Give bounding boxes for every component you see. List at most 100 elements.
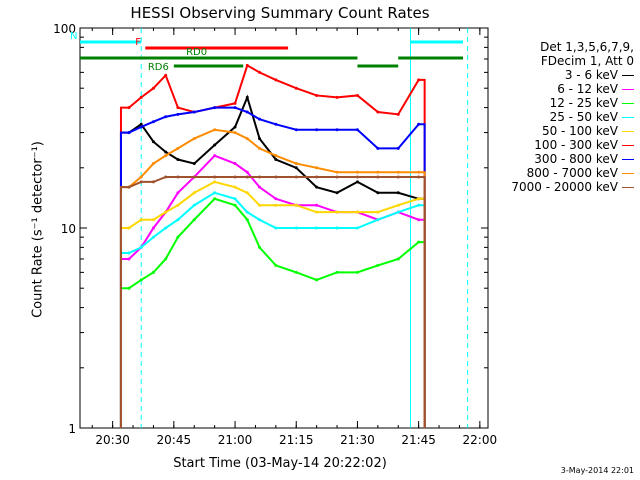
- series-point-8: [355, 175, 359, 179]
- series-point-1: [127, 257, 131, 261]
- series-point-6: [315, 128, 319, 132]
- legend-entry-label: 3 - 6 keV: [564, 68, 618, 82]
- series-point-6: [233, 106, 237, 110]
- legend-entry: 7000 - 20000 keV: [500, 180, 636, 194]
- series-line-2: [119, 197, 426, 428]
- series-point-4: [315, 210, 319, 214]
- series-point-7: [376, 170, 380, 174]
- series-point-0: [176, 158, 180, 162]
- series-point-0: [151, 140, 155, 144]
- series-point-2: [192, 218, 196, 222]
- x-tick-label: 21:00: [218, 433, 253, 447]
- legend-entry-label: 800 - 7000 keV: [526, 166, 618, 180]
- series-point-2: [213, 197, 217, 201]
- series-point-8: [151, 180, 155, 184]
- y-axis-label: Count Rate (s⁻¹ detector⁻¹): [30, 141, 46, 318]
- x-tick-label: 20:45: [157, 433, 192, 447]
- series-point-2: [258, 245, 262, 249]
- series-point-8: [192, 175, 196, 179]
- legend-entry: 800 - 7000 keV: [500, 166, 636, 180]
- series-point-8: [274, 175, 278, 179]
- series-point-2: [315, 278, 319, 282]
- legend-swatch: [622, 88, 634, 90]
- legend-entry: 12 - 25 keV: [500, 96, 636, 110]
- legend-header-line-2: FDecim 1, Att 0: [540, 54, 634, 68]
- series-point-2: [139, 278, 143, 282]
- series-point-4: [127, 226, 131, 230]
- series-point-1: [151, 226, 155, 230]
- series-point-8: [417, 175, 421, 179]
- legend-entry-label: 25 - 50 keV: [549, 110, 618, 124]
- legend-swatch: [622, 172, 634, 174]
- series-point-6: [192, 110, 196, 114]
- legend-swatch: [622, 130, 634, 132]
- series-point-4: [417, 197, 421, 201]
- series-point-6: [151, 120, 155, 124]
- series-point-8: [376, 175, 380, 179]
- legend-entry-label: 7000 - 20000 keV: [511, 180, 618, 194]
- series-point-2: [274, 263, 278, 267]
- series-point-0: [233, 125, 237, 129]
- series-point-7: [335, 170, 339, 174]
- series-point-6: [258, 117, 262, 121]
- series-point-4: [213, 180, 217, 184]
- series-point-2: [176, 235, 180, 239]
- series-point-6: [213, 106, 217, 110]
- series-point-6: [139, 125, 143, 129]
- series-point-3: [127, 251, 131, 255]
- series-point-2: [245, 218, 249, 222]
- series-point-7: [151, 162, 155, 166]
- series-line-5: [119, 63, 426, 428]
- series-point-8: [258, 175, 262, 179]
- series-point-0: [335, 191, 339, 195]
- series-point-5: [376, 110, 380, 114]
- series-point-1: [258, 185, 262, 189]
- series-point-7: [315, 166, 319, 170]
- y-tick-label: 10: [61, 222, 76, 236]
- series-point-4: [294, 203, 298, 207]
- series-point-3: [176, 218, 180, 222]
- legend-swatch: [622, 74, 634, 76]
- series-line-1: [119, 154, 426, 428]
- series-point-7: [294, 162, 298, 166]
- series-point-8: [176, 175, 180, 179]
- legend-entry-label: 300 - 800 keV: [534, 152, 618, 166]
- series-point-7: [274, 154, 278, 158]
- series-point-3: [151, 235, 155, 239]
- series-point-4: [376, 210, 380, 214]
- legend-swatch: [622, 102, 634, 104]
- series-point-6: [335, 128, 339, 132]
- series-point-7: [396, 170, 400, 174]
- series-point-5: [127, 106, 131, 110]
- series-point-4: [355, 210, 359, 214]
- series-point-8: [213, 175, 217, 179]
- series-point-7: [192, 137, 196, 141]
- series-point-8: [245, 175, 249, 179]
- series-point-3: [376, 218, 380, 222]
- series-point-5: [315, 93, 319, 97]
- series-point-8: [294, 175, 298, 179]
- series-point-5: [335, 95, 339, 99]
- series-point-3: [213, 191, 217, 195]
- legend-swatch: [622, 158, 634, 160]
- series-point-8: [164, 175, 168, 179]
- series-point-6: [245, 110, 249, 114]
- series-point-0: [355, 180, 359, 184]
- legend-header-line-1: Det 1,3,5,6,7,9,: [540, 40, 634, 54]
- series-point-7: [233, 131, 237, 135]
- series-point-3: [192, 203, 196, 207]
- series-point-0: [245, 95, 249, 99]
- series-point-3: [274, 226, 278, 230]
- series-point-2: [417, 240, 421, 244]
- series-line-4: [119, 180, 426, 428]
- series-point-5: [396, 112, 400, 116]
- series-point-0: [376, 191, 380, 195]
- series-point-2: [151, 270, 155, 274]
- series-point-3: [233, 197, 237, 201]
- series-point-0: [192, 162, 196, 166]
- series-point-4: [233, 185, 237, 189]
- series-point-3: [139, 245, 143, 249]
- legend-entry: 3 - 6 keV: [500, 68, 636, 82]
- series-point-1: [213, 154, 217, 158]
